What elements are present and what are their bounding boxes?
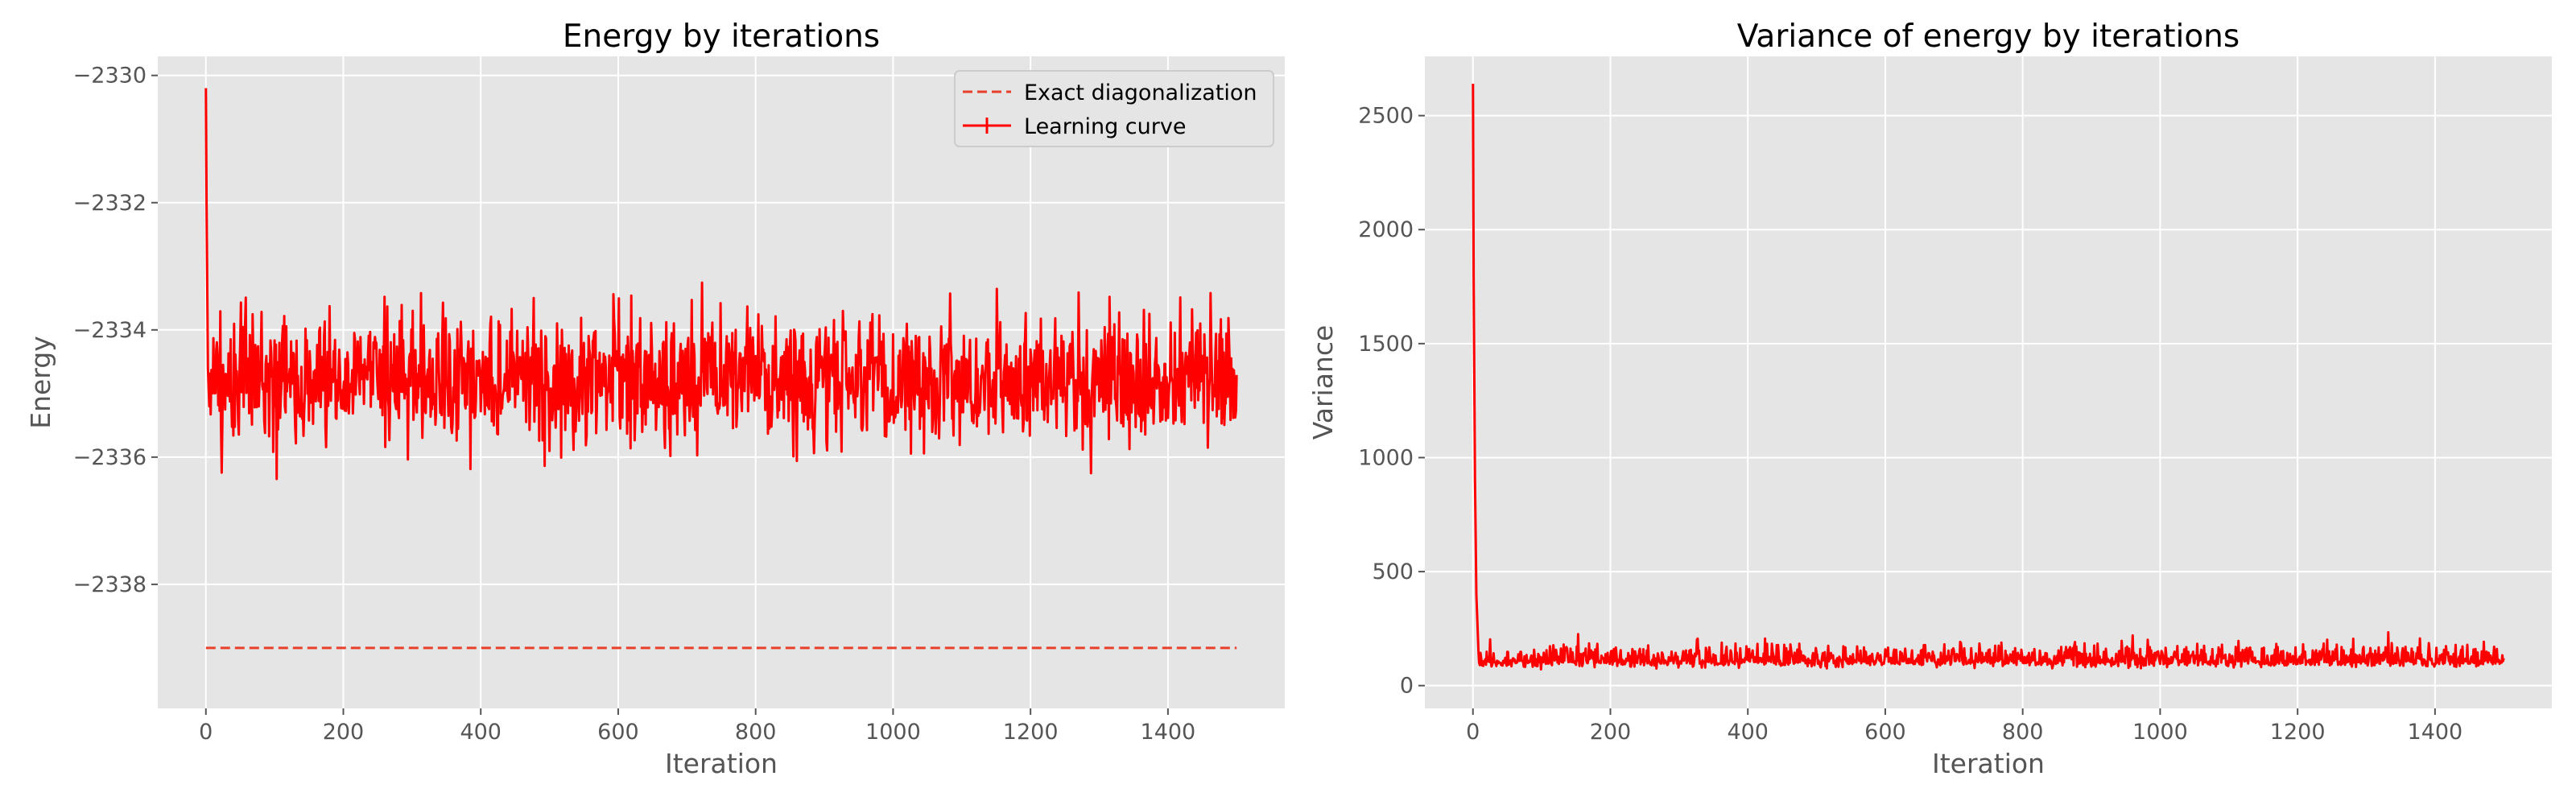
variance-y-axis-label: Variance [1307,325,1339,440]
x-tick-label: 1000 [2132,720,2188,745]
y-tick-label: −2332 [73,191,147,216]
variance-chart: 0 200 400 600 800 1000 1200 1400 0 500 1000 1500 20… [1307,19,2552,779]
x-tick-label: 400 [460,720,502,745]
x-tick-label: 1000 [865,720,921,745]
y-tick-label: 2000 [1358,217,1414,242]
x-tick-label: 0 [1466,720,1480,745]
variance-x-ticks: 0 200 400 600 800 1000 1200 1400 [1466,708,2462,745]
x-tick-label: 1200 [2270,720,2326,745]
energy-legend: Exact diagonalization Learning curve [954,70,1274,147]
energy-y-axis-label: Energy [25,336,56,429]
energy-x-axis-label: Iteration [665,748,778,779]
x-tick-label: 600 [1864,720,1906,745]
variance-plot-area [1425,56,2552,708]
x-tick-label: 0 [199,720,213,745]
x-tick-label: 200 [1590,720,1632,745]
x-tick-label: 200 [323,720,365,745]
y-tick-label: −2336 [73,445,147,470]
x-tick-label: 1400 [2408,720,2463,745]
energy-chart-title: Energy by iterations [563,19,880,55]
legend-box [954,70,1274,147]
x-tick-label: 600 [597,720,639,745]
legend-label-exact-diagonalization: Exact diagonalization [1024,80,1257,105]
energy-x-ticks: 0 200 400 600 800 1000 1200 1400 [199,708,1195,745]
x-tick-label: 800 [735,720,777,745]
y-tick-label: −2330 [73,64,147,89]
series-line-learning-curve [204,88,1238,481]
y-tick-label: 1000 [1358,445,1414,470]
x-tick-label: 1200 [1003,720,1059,745]
energy-series [204,88,1238,650]
x-tick-label: 400 [1727,720,1769,745]
variance-chart-title: Variance of energy by iterations [1737,19,2240,55]
y-tick-label: −2338 [73,572,147,597]
variance-x-axis-label: Iteration [1932,748,2045,779]
y-tick-label: 0 [1400,674,1414,699]
y-tick-label: 500 [1372,559,1414,584]
variance-y-ticks: 0 500 1000 1500 2000 2500 [1358,104,1425,699]
energy-y-ticks: −2338 −2336 −2334 −2332 −2330 [73,64,158,597]
y-tick-label: −2334 [73,318,147,343]
variance-series [1472,83,2505,671]
y-tick-label: 2500 [1358,104,1414,129]
x-tick-label: 1400 [1141,720,1196,745]
series-line-variance [1472,83,2505,671]
energy-chart: 0 200 400 600 800 1000 1200 1400 −2338−2336−233… [25,19,1285,779]
legend-label-learning-curve: Learning curve [1024,114,1186,139]
y-tick-label: 1500 [1358,332,1414,357]
x-tick-label: 800 [2002,720,2044,745]
variance-y-grid [1425,114,2552,687]
